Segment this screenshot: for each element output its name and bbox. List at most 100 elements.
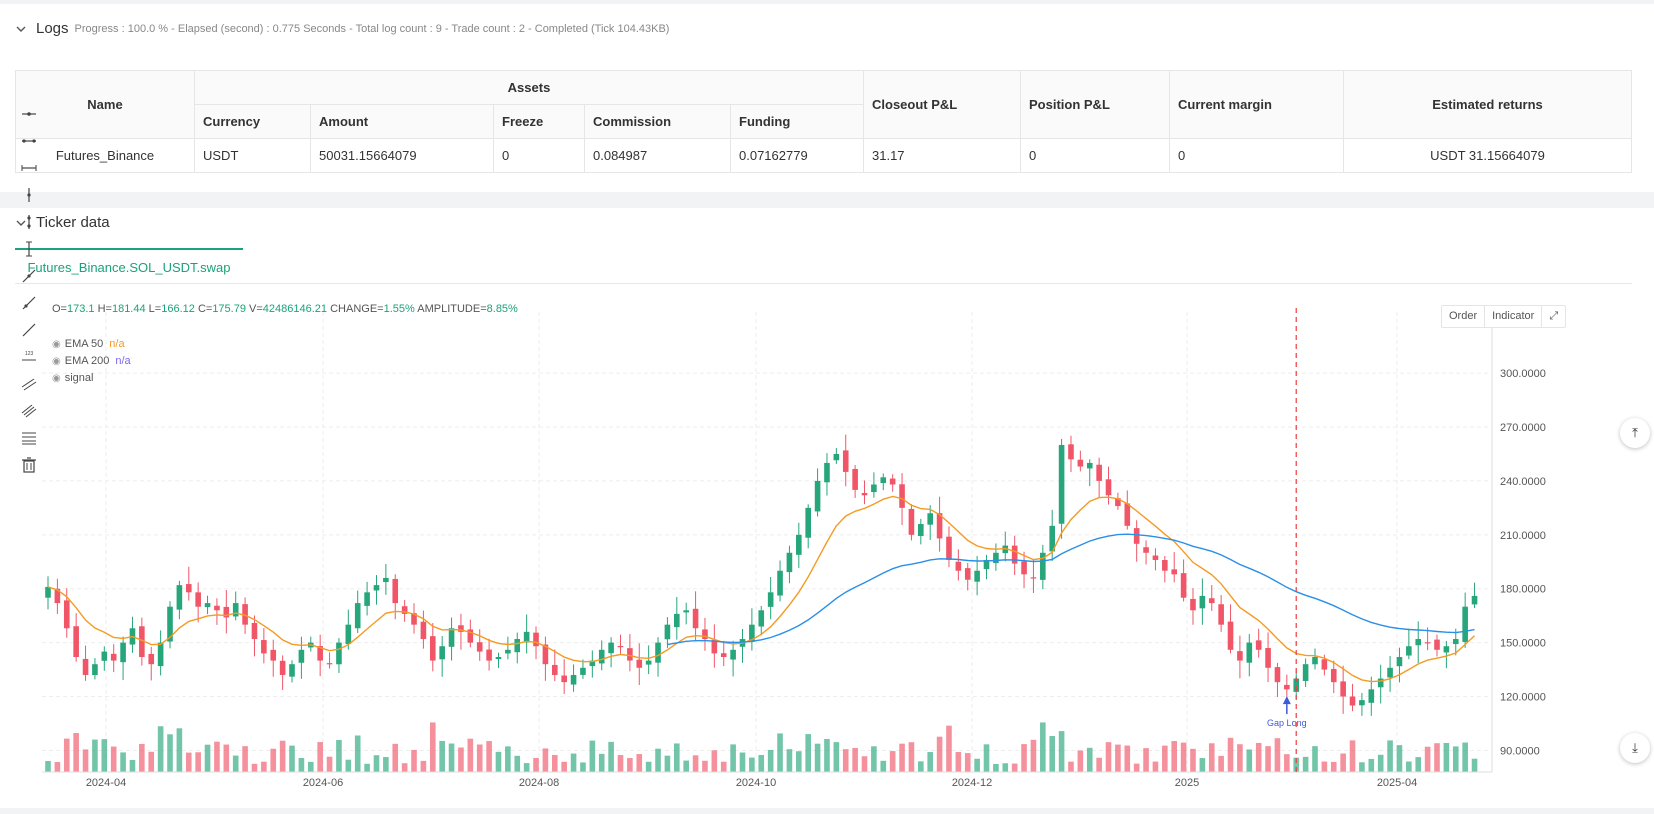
volume-bar — [655, 748, 661, 772]
volume-bar — [871, 746, 877, 772]
candle-body — [1152, 555, 1159, 560]
candle-body — [1312, 657, 1318, 665]
volume-bar — [411, 749, 417, 772]
volume-bar — [608, 741, 614, 772]
vertical-line-icon[interactable] — [18, 181, 40, 208]
y-tick-label: 300.0000 — [1500, 368, 1546, 380]
col-returns: Estimated returns — [1343, 70, 1632, 139]
candle-body — [852, 468, 858, 490]
volume-bar — [918, 761, 924, 772]
vertical-ray-icon[interactable] — [18, 208, 40, 235]
volume-bar — [1415, 757, 1422, 772]
candle-body — [1218, 604, 1224, 625]
scroll-top-icon[interactable]: ⤒ — [1620, 418, 1650, 448]
volume-bar — [1471, 758, 1478, 772]
volume-bar — [176, 728, 183, 772]
candle-body — [1377, 678, 1384, 688]
parallel-channel-icon[interactable] — [18, 370, 40, 397]
candle-body — [195, 592, 201, 607]
candle-body — [1237, 651, 1243, 661]
volume-bar — [289, 745, 295, 772]
fullscreen-icon[interactable]: ⤢ — [1549, 310, 1559, 322]
price-range-icon[interactable]: 123 — [18, 343, 40, 370]
candle-body — [533, 632, 539, 647]
volume-bar — [749, 757, 755, 772]
volume-bar — [345, 759, 352, 772]
legend-ema50[interactable]: ◉ EMA 50 n/a — [52, 338, 125, 350]
volume-bar — [467, 738, 474, 772]
candle-body — [204, 603, 211, 608]
volume-bar — [880, 760, 887, 772]
candle-body — [1471, 595, 1478, 605]
segment-line-icon[interactable] — [18, 316, 40, 343]
volume-bar — [101, 739, 108, 772]
candle-body — [899, 484, 905, 508]
candle-body — [176, 585, 183, 610]
horizontal-line-icon[interactable] — [18, 127, 40, 154]
logs-header[interactable]: Logs Progress : 100.0 % - Elapsed (secon… — [14, 20, 669, 37]
vertical-segment-icon[interactable] — [18, 235, 40, 262]
ray-line-icon[interactable] — [18, 289, 40, 316]
candle-body — [908, 508, 915, 535]
assets-table: Name Assets Closeout P&L Position P&L Cu… — [15, 70, 1632, 173]
open-label: O= — [52, 303, 67, 315]
candle-body — [758, 610, 765, 627]
horizontal-segment-icon[interactable] — [18, 154, 40, 181]
volume-bar — [54, 761, 61, 772]
candle-body — [82, 658, 89, 675]
legend-ema200[interactable]: ◉ EMA 200 n/a — [52, 355, 131, 367]
candle-body — [1115, 498, 1121, 507]
volume-bar — [674, 743, 680, 772]
candle-body — [467, 629, 474, 643]
horizontal-ray-icon[interactable] — [18, 100, 40, 127]
volume-bar — [899, 743, 905, 772]
legend-signal[interactable]: ◉ signal — [52, 372, 93, 384]
drawing-toolbar: 123 — [18, 100, 40, 478]
amplitude-value: 8.85% — [486, 303, 518, 315]
trend-line-icon[interactable] — [18, 262, 40, 289]
eye-icon[interactable]: ◉ — [52, 338, 61, 350]
y-tick-label: 90.0000 — [1500, 745, 1540, 757]
col-assets: Assets — [194, 70, 864, 105]
tab-divider — [15, 283, 1632, 284]
volume-bar — [814, 743, 821, 772]
candle-body — [1349, 696, 1356, 706]
candle-body — [749, 624, 755, 643]
order-button[interactable]: Order — [1442, 306, 1486, 327]
candle-body — [1068, 444, 1074, 460]
fib-channel-icon[interactable] — [18, 397, 40, 424]
trash-icon[interactable] — [18, 451, 40, 478]
tab-sol-usdt[interactable]: Futures_Binance.SOL_USDT.swap — [15, 248, 243, 284]
fib-retracement-icon[interactable] — [18, 424, 40, 451]
eye-icon[interactable]: ◉ — [52, 355, 61, 367]
volume-bar — [157, 726, 164, 772]
chevron-down-icon[interactable] — [14, 22, 28, 36]
candle-body — [1227, 621, 1234, 650]
legend-signal-name: signal — [64, 372, 94, 384]
chevron-down-icon[interactable] — [14, 216, 28, 230]
candle-body — [476, 642, 483, 652]
candle-body — [1368, 689, 1375, 703]
volume-bar — [1030, 739, 1037, 772]
scroll-bottom-icon[interactable]: ⤓ — [1620, 733, 1650, 763]
low-value: 166.12 — [161, 303, 195, 315]
candle-body — [214, 605, 220, 611]
volume-bar — [1105, 742, 1112, 772]
candle-body — [439, 646, 445, 660]
indicator-button[interactable]: Indicator — [1485, 306, 1543, 327]
candle-body — [608, 642, 614, 654]
volume-bar — [927, 752, 934, 772]
y-tick-label: 210.0000 — [1500, 530, 1546, 542]
candle-body — [63, 600, 70, 629]
annotation-label: Gap Long — [1267, 718, 1307, 728]
change-value: 1.55% — [383, 303, 415, 315]
volume-bar — [570, 753, 577, 772]
ticker-header[interactable]: Ticker data — [14, 214, 110, 231]
legend-ema50-value: n/a — [109, 338, 125, 350]
eye-icon[interactable]: ◉ — [52, 372, 61, 384]
candle-body — [345, 624, 352, 645]
volume-bar — [1284, 754, 1290, 772]
volume-bar — [645, 761, 652, 772]
volume-bar — [1021, 744, 1027, 772]
